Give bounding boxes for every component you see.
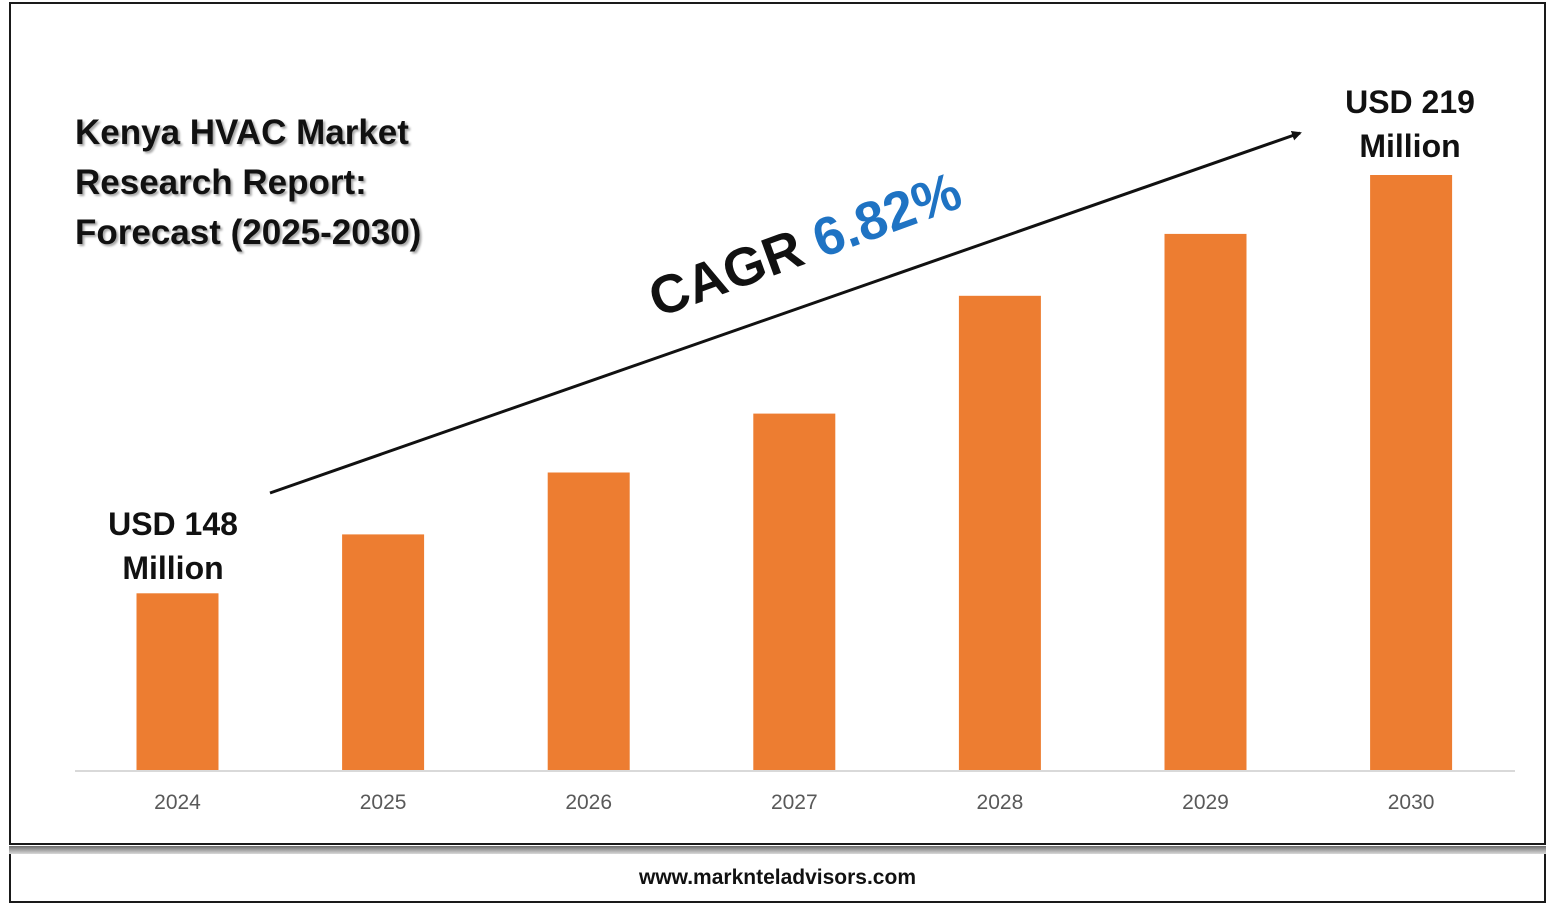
- callout-end-line1: USD 219: [1345, 84, 1475, 120]
- callout-end-line2: Million: [1359, 128, 1461, 164]
- x-tick-2028: 2028: [977, 791, 1024, 814]
- footer-url[interactable]: www.marknteladvisors.com: [639, 865, 916, 889]
- x-tick-2029: 2029: [1182, 791, 1229, 814]
- bar-2029: [1164, 233, 1247, 770]
- cagr-arrow: [269, 130, 1302, 495]
- bar-2030: [1370, 175, 1453, 770]
- footer-shadow: [9, 846, 1546, 854]
- bar-2025: [342, 534, 425, 770]
- x-tick-2030: 2030: [1388, 791, 1435, 814]
- x-tick-2026: 2026: [565, 791, 612, 814]
- callout-start-line1: USD 148: [108, 506, 238, 542]
- title-line-3: Forecast (2025-2030): [75, 213, 422, 252]
- footer: www.marknteladvisors.com: [9, 854, 1546, 903]
- callout-start-line2: Million: [122, 550, 224, 586]
- chart-title: Kenya HVAC Market Research Report: Forec…: [75, 108, 515, 258]
- bar-2028: [958, 295, 1041, 770]
- callout-end: USD 219 Million: [1333, 80, 1487, 168]
- bar-2027: [753, 413, 836, 770]
- x-tick-2025: 2025: [360, 791, 407, 814]
- x-tick-2024: 2024: [154, 791, 201, 814]
- bar-2026: [547, 472, 630, 770]
- callout-start: USD 148 Million: [98, 502, 248, 590]
- bar-2024: [136, 593, 219, 770]
- title-line-1: Kenya HVAC Market: [75, 113, 409, 152]
- x-tick-2027: 2027: [771, 791, 818, 814]
- title-line-2: Research Report:: [75, 163, 367, 202]
